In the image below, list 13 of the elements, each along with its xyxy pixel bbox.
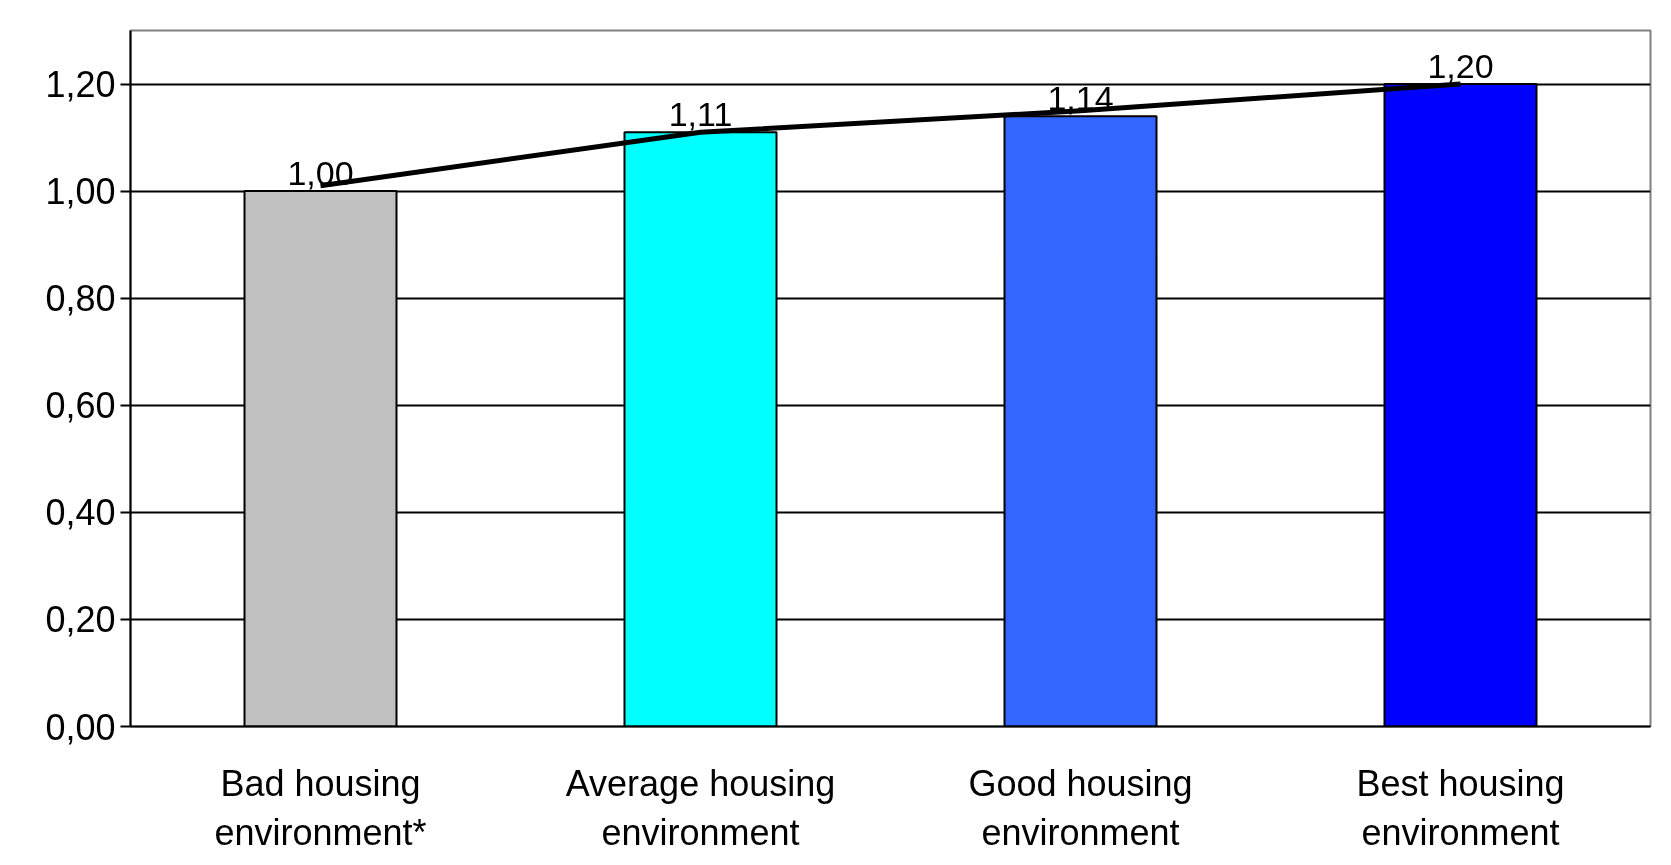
y-tick-label: 0,40 — [45, 492, 116, 534]
x-tick-label: Best housing environment — [1356, 762, 1565, 853]
y-tick-label: 0,00 — [45, 706, 116, 748]
y-tick-label: 0,60 — [45, 385, 116, 427]
y-tick-label: 0,20 — [45, 599, 116, 641]
x-tick-label: Average housing environment — [565, 762, 836, 853]
x-tick-label: Good housing environment — [968, 762, 1193, 853]
y-tick-label: 0,80 — [45, 278, 116, 320]
data-label: 1,11 — [668, 95, 733, 134]
data-label: 1,20 — [1427, 47, 1494, 86]
y-tick-label: 1,00 — [45, 171, 116, 213]
x-tick-label: Bad housing environment* — [214, 762, 427, 853]
y-tick-label: 1,20 — [45, 64, 116, 106]
